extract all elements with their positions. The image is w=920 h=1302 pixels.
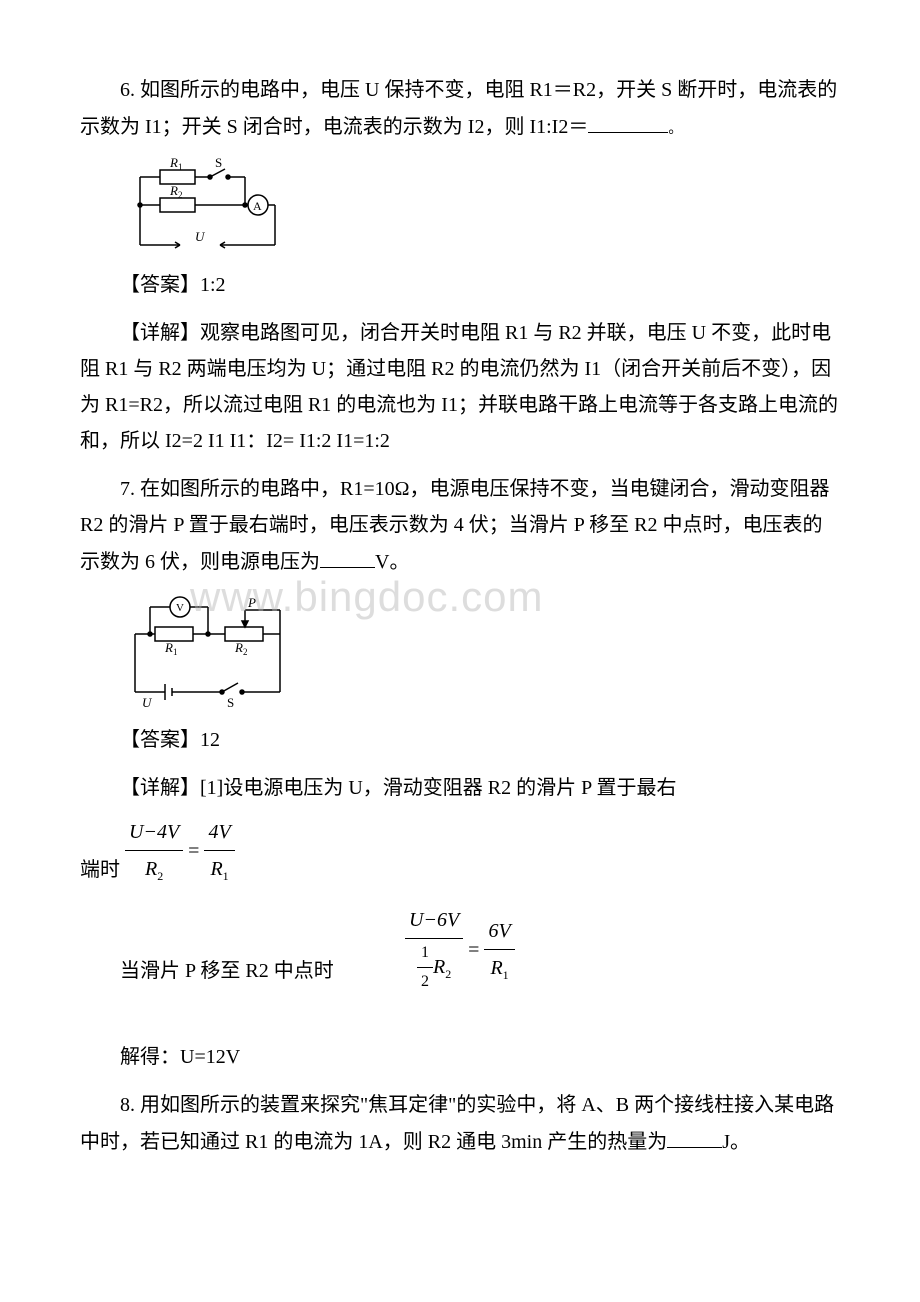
q7-detail-end: 端时 <box>80 852 120 888</box>
svg-text:R: R <box>234 640 243 655</box>
svg-text:U: U <box>195 229 206 244</box>
q7-eq1-den1r: R <box>145 858 157 880</box>
q7-blank <box>320 543 375 568</box>
q7-solve: 解得：U=12V <box>80 1039 840 1075</box>
q7-eq1-den1s: 2 <box>157 869 163 883</box>
q6-circuit: R 1 S R 2 A U <box>120 157 840 257</box>
svg-text:1: 1 <box>178 162 183 172</box>
q7-text: 7. 在如图所示的电路中，R1=10Ω，电源电压保持不变，当电键闭合，滑动变阻器… <box>80 471 840 580</box>
q7-eq1-eq: = <box>188 840 199 862</box>
svg-text:A: A <box>253 199 262 213</box>
q7-tail: V。 <box>375 551 409 573</box>
q7-eq2-den2r: R <box>490 957 502 979</box>
svg-text:2: 2 <box>178 190 183 200</box>
q7-eq1-num1: U−4V <box>129 821 179 843</box>
q6-detail: 【详解】观察电路图可见，闭合开关时电阻 R1 与 R2 并联，电压 U 不变，此… <box>80 315 840 459</box>
q8-blank <box>667 1123 722 1148</box>
q7-eq1-line: 端时 U−4V R2 = 4V R1 <box>80 814 840 888</box>
svg-text:2: 2 <box>243 647 248 657</box>
q7-eq2-den1s: 2 <box>445 966 451 980</box>
q7-detail-intro: 【详解】[1]设电源电压为 U，滑动变阻器 R2 的滑片 P 置于最右 <box>80 770 840 806</box>
q7-circuit: V P R 1 R 2 U S <box>120 592 840 712</box>
q7-eq2-den2s: 1 <box>503 968 509 982</box>
q7-eq2-lhs: U−6V 1 2 R2 <box>405 902 463 998</box>
svg-text:R: R <box>169 183 178 198</box>
q7-eq2-eq: = <box>468 938 479 960</box>
q7-body: 7. 在如图所示的电路中，R1=10Ω，电源电压保持不变，当电键闭合，滑动变阻器… <box>80 478 829 573</box>
q6-tail: 。 <box>668 122 682 137</box>
q6-answer: 【答案】1:2 <box>80 267 840 303</box>
svg-text:R: R <box>169 157 178 170</box>
q7-circuit-svg: V P R 1 R 2 U S <box>120 592 295 712</box>
q7-eq2-num2: 6V <box>488 920 510 942</box>
q7-answer: 【答案】12 <box>80 722 840 758</box>
q7-eq1-rhs: 4V R1 <box>204 814 234 888</box>
q7-eq2-half-d: 2 <box>417 968 433 997</box>
q7-eq1-den2r: R <box>210 858 222 880</box>
q7-eq1-den2s: 1 <box>223 869 229 883</box>
q7-eq1-num2: 4V <box>208 821 230 843</box>
svg-text:S: S <box>227 695 234 710</box>
q8-text: 8. 用如图所示的装置来探究"焦耳定律"的实验中，将 A、B 两个接线柱接入某电… <box>80 1087 840 1160</box>
q6-text: 6. 如图所示的电路中，电压 U 保持不变，电阻 R1＝R2，开关 S 断开时，… <box>80 72 840 145</box>
svg-text:1: 1 <box>173 647 178 657</box>
svg-text:U: U <box>142 695 153 710</box>
q6-circuit-svg: R 1 S R 2 A U <box>120 157 285 257</box>
q6-blank <box>588 108 668 133</box>
svg-text:V: V <box>176 602 184 614</box>
q7-eq2-half-n: 1 <box>417 939 433 969</box>
q7-eq1-lhs: U−4V R2 <box>125 814 183 888</box>
svg-text:R: R <box>164 640 173 655</box>
q7-eq2-num1: U−6V <box>409 909 459 931</box>
q7-eq2-rhs: 6V R1 <box>484 913 514 987</box>
svg-text:S: S <box>215 157 222 170</box>
q6-body: 6. 如图所示的电路中，电压 U 保持不变，电阻 R1＝R2，开关 S 断开时，… <box>80 79 837 138</box>
q7-eq2-den1r: R <box>433 955 445 977</box>
q8-tail: J。 <box>722 1131 750 1153</box>
svg-text:P: P <box>247 595 256 610</box>
